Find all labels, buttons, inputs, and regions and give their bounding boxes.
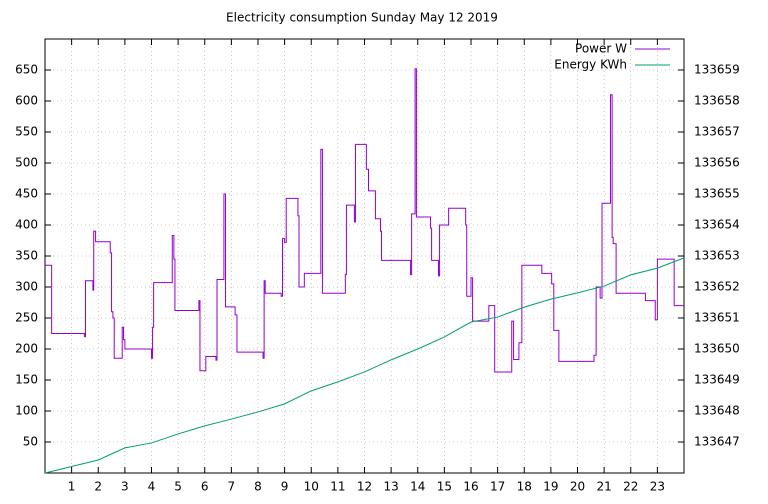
x-tick-label: 15	[437, 480, 452, 494]
y2-tick-label: 133654	[694, 218, 740, 232]
y-tick-label: 450	[15, 187, 38, 201]
x-tick-label: 2	[94, 480, 102, 494]
x-tick-label: 4	[148, 480, 156, 494]
x-tick-label: 13	[383, 480, 398, 494]
y2-tick-label: 133659	[694, 63, 740, 77]
x-tick-label: 22	[623, 480, 638, 494]
y-tick-label: 200	[15, 342, 38, 356]
x-tick-label: 6	[201, 480, 209, 494]
y2-tick-label: 133649	[694, 373, 740, 387]
y2-tick-label: 133652	[694, 280, 740, 294]
y2-tick-label: 133647	[694, 435, 740, 449]
y-tick-label: 300	[15, 280, 38, 294]
legend-label: Energy KWh	[554, 58, 627, 72]
y2-tick-label: 133648	[694, 404, 740, 418]
x-tick-label: 17	[490, 480, 505, 494]
y2-tick-label: 133658	[694, 94, 740, 108]
x-tick-label: 14	[410, 480, 425, 494]
y-tick-label: 500	[15, 156, 38, 170]
y2-tick-label: 133650	[694, 342, 740, 356]
y2-tick-label: 133657	[694, 125, 740, 139]
x-tick-label: 12	[357, 480, 372, 494]
x-tick-label: 20	[570, 480, 585, 494]
legend-label: Power W	[575, 42, 627, 56]
y2-tick-label: 133653	[694, 249, 740, 263]
y-tick-label: 650	[15, 63, 38, 77]
y-tick-label: 550	[15, 125, 38, 139]
y-tick-label: 400	[15, 218, 38, 232]
y-tick-label: 100	[15, 404, 38, 418]
x-tick-label: 10	[304, 480, 319, 494]
y-tick-label: 350	[15, 249, 38, 263]
x-tick-label: 18	[517, 480, 532, 494]
x-tick-label: 1	[68, 480, 76, 494]
y-tick-label: 50	[23, 435, 38, 449]
x-tick-label: 3	[121, 480, 129, 494]
y-tick-label: 150	[15, 373, 38, 387]
x-tick-label: 21	[596, 480, 611, 494]
x-tick-label: 5	[174, 480, 182, 494]
y-tick-label: 250	[15, 311, 38, 325]
x-tick-label: 7	[228, 480, 236, 494]
series-line	[44, 257, 685, 474]
y2-tick-label: 133656	[694, 156, 740, 170]
y-tick-label: 600	[15, 94, 38, 108]
x-tick-label: 16	[463, 480, 478, 494]
y2-tick-label: 133655	[694, 187, 740, 201]
x-tick-label: 8	[254, 480, 262, 494]
x-tick-label: 11	[330, 480, 345, 494]
x-tick-label: 9	[281, 480, 289, 494]
series-line	[45, 68, 684, 373]
plot-border	[44, 38, 685, 474]
x-tick-label: 23	[650, 480, 665, 494]
x-tick-label: 19	[543, 480, 558, 494]
y2-tick-label: 133651	[694, 311, 740, 325]
chart-title: Electricity consumption Sunday May 12 20…	[226, 11, 498, 25]
